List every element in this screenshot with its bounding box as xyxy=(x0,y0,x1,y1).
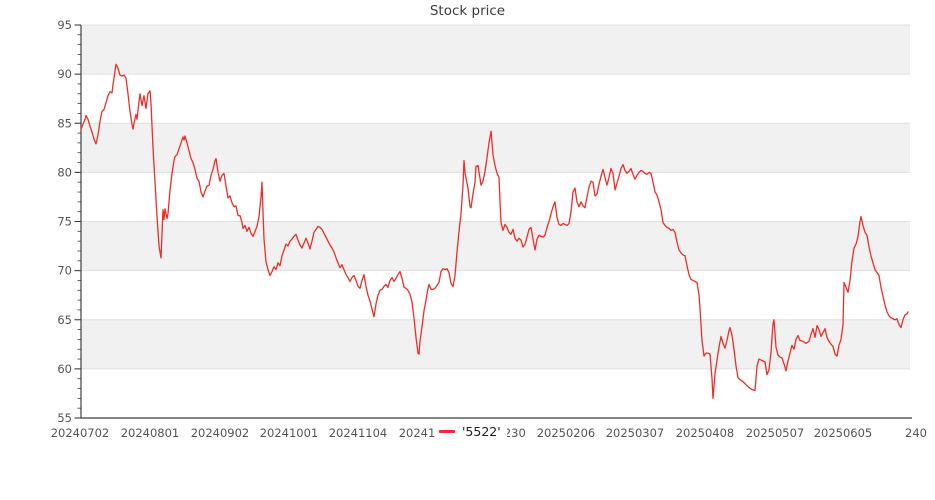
x-tick-label: 20250605 xyxy=(814,426,873,440)
x-tick-label: 20241104 xyxy=(329,426,388,440)
price-line xyxy=(80,63,909,400)
chart-title: Stock price xyxy=(429,3,506,19)
x-tick-label: 20241 xyxy=(399,426,436,440)
y-tick-label: 60 xyxy=(57,362,72,376)
x-tick-label: 240 xyxy=(905,426,927,440)
legend: '5522' xyxy=(435,422,507,442)
x-tick-label: 20241001 xyxy=(260,426,319,440)
x-tick-label: 20250408 xyxy=(676,426,735,440)
plot-band xyxy=(81,319,910,369)
x-tick-label: 20240902 xyxy=(191,426,250,440)
x-tick-label: 20240702 xyxy=(51,426,110,440)
legend-series-label: '5522' xyxy=(462,424,501,439)
y-tick-label: 55 xyxy=(57,411,72,425)
y-tick-label: 75 xyxy=(57,215,72,229)
x-tick-label: 20250307 xyxy=(606,426,665,440)
y-tick-label: 95 xyxy=(57,18,72,32)
x-tick-label: 20250507 xyxy=(746,426,805,440)
plot-band xyxy=(81,25,910,75)
y-tick-label: 80 xyxy=(57,165,72,179)
x-tick-label: 20240801 xyxy=(121,426,180,440)
plot-band xyxy=(81,123,910,173)
legend-line-swatch xyxy=(439,430,455,433)
y-tick-label: 85 xyxy=(57,116,72,130)
y-tick-label: 65 xyxy=(57,313,72,327)
y-tick-label: 70 xyxy=(57,264,72,278)
x-tick-label: 20250206 xyxy=(537,426,596,440)
y-tick-label: 90 xyxy=(57,67,72,81)
plot-band xyxy=(81,221,910,271)
